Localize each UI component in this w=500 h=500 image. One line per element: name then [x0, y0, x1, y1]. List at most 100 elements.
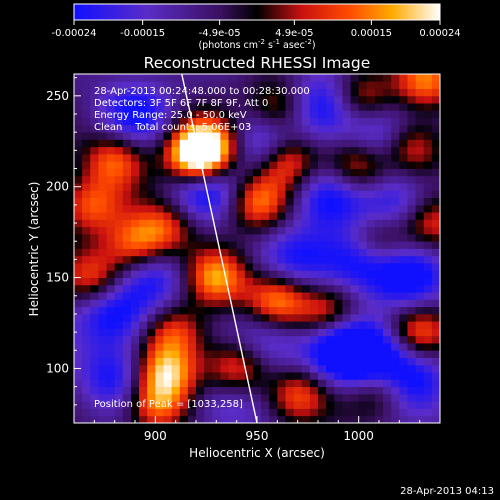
heatmap-cell: [147, 401, 156, 409]
heatmap-cell: [309, 335, 319, 344]
heatmap-cell: [391, 364, 400, 373]
heatmap-cell: [334, 343, 343, 351]
heatmap-cell: [342, 74, 351, 82]
heatmap-cell: [244, 321, 254, 329]
heatmap-cell: [114, 357, 124, 366]
heatmap-cell: [326, 357, 335, 366]
heatmap-cell: [155, 415, 164, 423]
heatmap-cell: [122, 277, 132, 286]
heatmap-cell: [179, 313, 189, 322]
heatmap-cell: [74, 350, 83, 358]
heatmap-cell: [114, 161, 124, 169]
x-axis-label: Heliocentric X (arcsec): [189, 446, 325, 460]
heatmap-cell: [383, 139, 392, 148]
heatmap-cell: [228, 335, 238, 344]
heatmap-cell: [228, 393, 238, 402]
heatmap-cell: [220, 190, 229, 199]
heatmap-cell: [366, 372, 376, 380]
heatmap-cell: [139, 132, 148, 140]
heatmap-cell: [374, 241, 384, 249]
heatmap-cell: [74, 393, 83, 402]
heatmap-cell: [147, 183, 156, 191]
heatmap-cell: [130, 124, 140, 133]
heatmap-cell: [285, 263, 294, 271]
heatmap-cell: [423, 306, 433, 315]
heatmap-cell: [423, 313, 433, 322]
heatmap-cell: [301, 190, 311, 199]
heatmap-cell: [309, 263, 319, 271]
heatmap-cell: [285, 379, 294, 388]
heatmap-cell: [114, 292, 124, 300]
heatmap-cell: [269, 306, 278, 315]
heatmap-cell: [358, 277, 368, 286]
heatmap-cell: [415, 335, 425, 344]
heatmap-cell: [236, 233, 246, 242]
heatmap-cell: [98, 153, 107, 162]
heatmap-cell: [106, 313, 116, 322]
heatmap-cell: [301, 386, 311, 395]
heatmap-cell: [277, 95, 286, 104]
heatmap-cell: [114, 386, 124, 395]
heatmap-cell: [358, 226, 368, 235]
heatmap-cell: [277, 74, 286, 82]
heatmap-cell: [318, 357, 327, 366]
heatmap-cell: [277, 88, 286, 97]
heatmap-cell: [342, 146, 351, 155]
heatmap-cell: [98, 168, 107, 177]
heatmap-cell: [415, 233, 425, 242]
heatmap-cell: [391, 335, 400, 344]
heatmap-cell: [220, 153, 229, 162]
heatmap-cell: [171, 415, 181, 423]
heatmap-cell: [130, 386, 140, 395]
colorbar-tick-label: -0.00024: [52, 28, 97, 39]
heatmap-cell: [163, 350, 172, 358]
heatmap-cell: [277, 175, 286, 184]
heatmap-cell: [139, 204, 148, 213]
heatmap-cell: [293, 117, 303, 126]
heatmap-cell: [130, 408, 140, 417]
heatmap-cell: [261, 284, 270, 293]
heatmap-cell: [366, 241, 376, 249]
heatmap-cell: [374, 124, 384, 133]
heatmap-cell: [98, 379, 107, 388]
heatmap-cell: [293, 313, 303, 322]
heatmap-cell: [74, 124, 83, 133]
heatmap-cell: [309, 321, 319, 329]
heatmap-cell: [90, 379, 99, 388]
heatmap-cell: [366, 393, 376, 402]
heatmap-cell: [220, 175, 229, 184]
heatmap-cell: [228, 401, 238, 409]
heatmap-cell: [139, 313, 148, 322]
heatmap-cell: [423, 241, 433, 249]
heatmap-cell: [374, 284, 384, 293]
heatmap-cell: [122, 132, 132, 140]
heatmap-cell: [228, 146, 238, 155]
heatmap-cell: [252, 372, 262, 380]
heatmap-cell: [82, 139, 91, 148]
heatmap-cell: [285, 364, 294, 373]
heatmap-cell: [391, 139, 400, 148]
heatmap-cell: [179, 153, 189, 162]
heatmap-cell: [236, 153, 246, 162]
heatmap-cell: [407, 292, 416, 300]
heatmap-cell: [171, 393, 181, 402]
heatmap-cell: [98, 161, 107, 169]
heatmap-cell: [326, 103, 335, 111]
heatmap-cell: [383, 335, 392, 344]
heatmap-cell: [179, 263, 189, 271]
heatmap-cell: [374, 197, 384, 206]
heatmap-cell: [155, 168, 164, 177]
heatmap-cell: [106, 277, 116, 286]
heatmap-cell: [374, 219, 384, 228]
heatmap-cell: [423, 321, 433, 329]
heatmap-cell: [90, 168, 99, 177]
heatmap-cell: [130, 241, 140, 249]
heatmap-cell: [334, 117, 343, 126]
heatmap-cell: [407, 95, 416, 104]
heatmap-cell: [82, 343, 91, 351]
heatmap-cell: [415, 190, 425, 199]
heatmap-cell: [90, 335, 99, 344]
heatmap-cell: [366, 139, 376, 148]
heatmap-cell: [106, 408, 116, 417]
heatmap-cell: [374, 88, 384, 97]
